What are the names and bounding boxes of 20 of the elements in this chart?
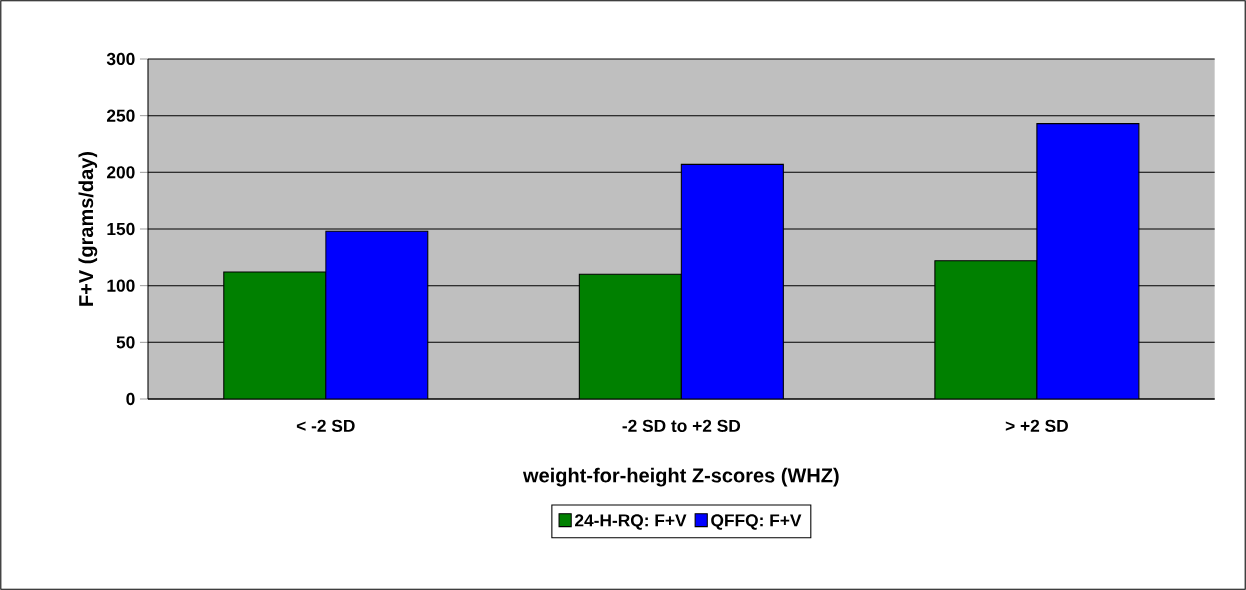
y-tick-label: 250 [106, 109, 135, 122]
y-tick-label: 50 [116, 336, 135, 349]
x-tick-label: < -2 SD [296, 419, 355, 432]
x-tick-label: -2 SD to +2 SD [622, 419, 741, 432]
y-tick-label: 0 [126, 392, 135, 406]
y-tick-label: 200 [106, 166, 135, 179]
x-axis-title: weight-for-height Z-scores (WHZ) [522, 467, 839, 487]
bar [223, 271, 327, 399]
y-tick-label: 300 [106, 52, 135, 66]
bar [325, 230, 429, 399]
y-tick-label: 100 [107, 279, 135, 292]
bar [1036, 123, 1140, 399]
legend-label: 24-H-RQ: F+V [575, 514, 687, 530]
bar [578, 273, 682, 399]
bar [934, 260, 1038, 399]
legend-label: QFFQ: F+V [711, 514, 802, 530]
y-axis-title: F+V (grams/day) [78, 151, 98, 306]
y-tick-label: 150 [107, 222, 135, 236]
bar [680, 163, 784, 399]
x-tick-label: > +2 SD [1005, 419, 1068, 432]
